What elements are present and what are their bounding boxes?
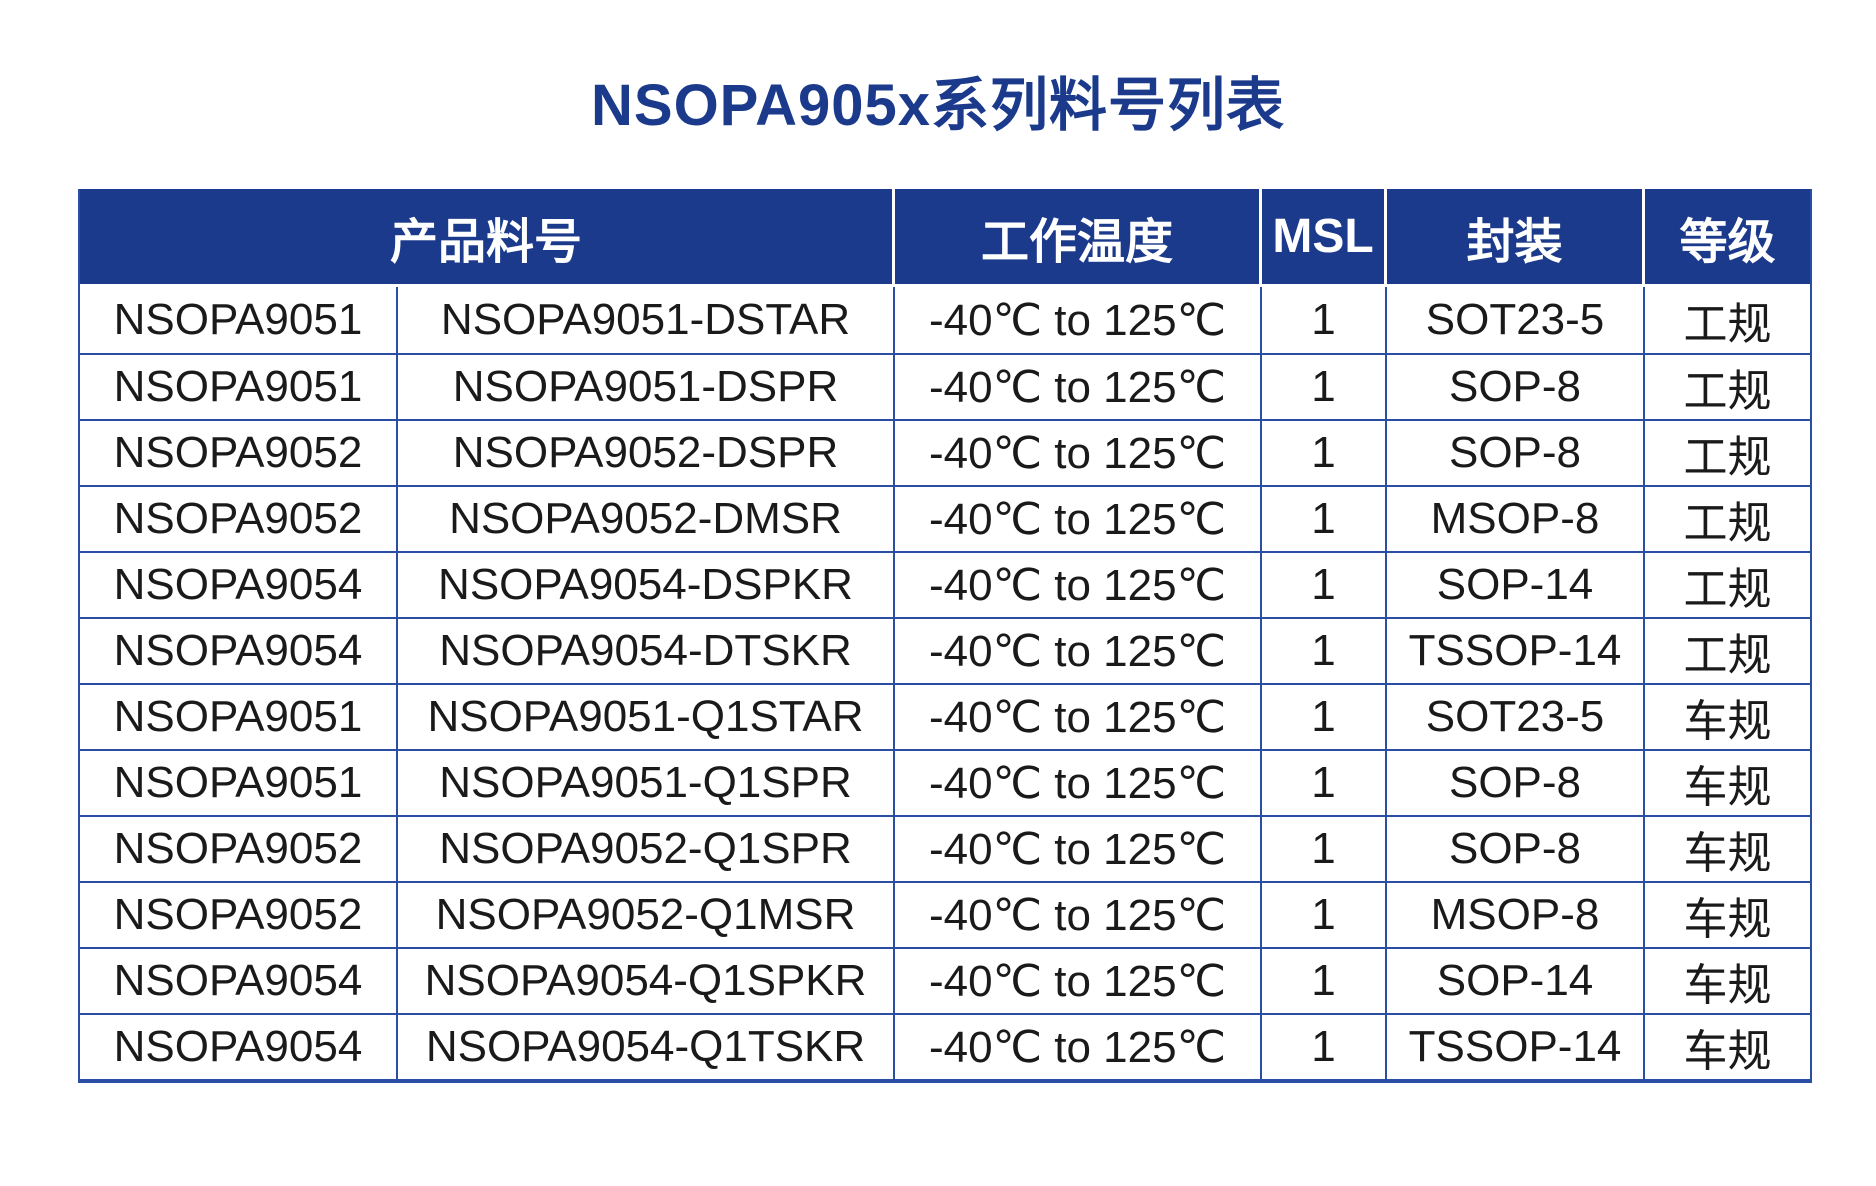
cell-part-number: NSOPA9051-Q1SPR [398,749,896,815]
cell-part-number: NSOPA9052-DMSR [398,485,896,551]
cell-temperature: -40℃ to 125℃ [895,1013,1263,1079]
cell-series: NSOPA9051 [80,749,398,815]
table-body: NSOPA9051 NSOPA9051-DSTAR -40℃ to 125℃ 1 SOT… [80,287,1811,1079]
cell-grade: 车规 [1645,1013,1811,1079]
cell-series: NSOPA9052 [80,881,398,947]
cell-part-number: NSOPA9052-Q1MSR [398,881,896,947]
cell-grade: 工规 [1645,551,1811,617]
header-row: 产品料号 工作温度 MSL 封装 等级 [80,189,1811,287]
cell-grade: 工规 [1645,419,1811,485]
cell-package: SOP-8 [1387,815,1646,881]
cell-msl: 1 [1262,815,1388,881]
cell-package: SOP-14 [1387,947,1646,1013]
cell-series: NSOPA9054 [80,617,398,683]
header-msl: MSL [1262,189,1388,287]
cell-temperature: -40℃ to 125℃ [895,287,1263,353]
cell-grade: 车规 [1645,947,1811,1013]
cell-package: TSSOP-14 [1387,617,1646,683]
cell-msl: 1 [1262,551,1388,617]
cell-package: SOT23-5 [1387,683,1646,749]
cell-msl: 1 [1262,353,1388,419]
table-row: NSOPA9052 NSOPA9052-DSPR -40℃ to 125℃ 1 SOP-… [80,419,1811,485]
cell-part-number: NSOPA9052-Q1SPR [398,815,896,881]
cell-part-number: NSOPA9051-DSPR [398,353,896,419]
table-row: NSOPA9052 NSOPA9052-DMSR -40℃ to 125℃ 1 MSOP… [80,485,1811,551]
cell-series: NSOPA9051 [80,683,398,749]
cell-series: NSOPA9054 [80,1013,398,1079]
table-row: NSOPA9051 NSOPA9051-Q1SPR -40℃ to 125℃ 1 SOP… [80,749,1811,815]
header-temp: 工作温度 [895,189,1263,287]
cell-series: NSOPA9054 [80,947,398,1013]
table-row: NSOPA9051 NSOPA9051-DSPR -40℃ to 125℃ 1 SOP-… [80,353,1811,419]
cell-msl: 1 [1262,617,1388,683]
cell-msl: 1 [1262,881,1388,947]
cell-temperature: -40℃ to 125℃ [895,881,1263,947]
cell-package: TSSOP-14 [1387,1013,1646,1079]
cell-part-number: NSOPA9052-DSPR [398,419,896,485]
cell-part-number: NSOPA9054-Q1SPKR [398,947,896,1013]
cell-series: NSOPA9051 [80,353,398,419]
cell-msl: 1 [1262,749,1388,815]
cell-grade: 工规 [1645,617,1811,683]
header-package: 封装 [1387,189,1646,287]
table-row: NSOPA9052 NSOPA9052-Q1MSR -40℃ to 125℃ 1 MSO… [80,881,1811,947]
cell-part-number: NSOPA9051-DSTAR [398,287,896,353]
table-row: NSOPA9054 NSOPA9054-Q1SPKR -40℃ to 125℃ 1 SO… [80,947,1811,1013]
cell-grade: 工规 [1645,353,1811,419]
cell-msl: 1 [1262,287,1388,353]
part-list-table-wrap: 产品料号 工作温度 MSL 封装 等级 NSOPA9051 NSOPA9051-D… [78,189,1813,1083]
cell-grade: 车规 [1645,815,1811,881]
cell-series: NSOPA9054 [80,551,398,617]
table-row: NSOPA9054 NSOPA9054-DTSKR -40℃ to 125℃ 1 TSS… [80,617,1811,683]
header-grade: 等级 [1645,189,1811,287]
cell-series: NSOPA9052 [80,419,398,485]
cell-temperature: -40℃ to 125℃ [895,617,1263,683]
cell-temperature: -40℃ to 125℃ [895,947,1263,1013]
cell-msl: 1 [1262,419,1388,485]
cell-temperature: -40℃ to 125℃ [895,749,1263,815]
cell-package: SOP-8 [1387,419,1646,485]
cell-series: NSOPA9052 [80,815,398,881]
cell-msl: 1 [1262,485,1388,551]
cell-temperature: -40℃ to 125℃ [895,485,1263,551]
cell-package: MSOP-8 [1387,485,1646,551]
cell-temperature: -40℃ to 125℃ [895,419,1263,485]
cell-temperature: -40℃ to 125℃ [895,815,1263,881]
cell-grade: 车规 [1645,683,1811,749]
table-row: NSOPA9051 NSOPA9051-DSTAR -40℃ to 125℃ 1 SOT… [80,287,1810,353]
cell-temperature: -40℃ to 125℃ [895,551,1263,617]
cell-package: MSOP-8 [1387,881,1646,947]
cell-part-number: NSOPA9051-Q1STAR [398,683,896,749]
cell-msl: 1 [1262,683,1388,749]
cell-temperature: -40℃ to 125℃ [895,353,1263,419]
cell-msl: 1 [1262,947,1388,1013]
table-row: NSOPA9051 NSOPA9051-Q1STAR -40℃ to 125℃ 1 SO… [80,683,1811,749]
cell-msl: 1 [1262,1013,1388,1079]
table-row: NSOPA9052 NSOPA9052-Q1SPR -40℃ to 125℃ 1 SOP… [80,815,1811,881]
page-title: NSOPA905x系列料号列表 [591,73,1285,138]
cell-grade: 车规 [1645,881,1811,947]
table-row: NSOPA9054 NSOPA9054-Q1TSKR -40℃ to 125℃ 1 TS… [80,1013,1811,1079]
cell-grade: 车规 [1645,749,1811,815]
cell-package: SOP-14 [1387,551,1646,617]
cell-part-number: NSOPA9054-DSPKR [398,551,896,617]
table-row: NSOPA9054 NSOPA9054-DSPKR -40℃ to 125℃ 1 SOP… [80,551,1811,617]
cell-package: SOP-8 [1387,749,1646,815]
cell-grade: 工规 [1683,300,1772,349]
cell-part-number: NSOPA9054-DTSKR [398,617,896,683]
cell-grade: 工规 [1645,485,1811,551]
cell-series: NSOPA9052 [80,485,398,551]
cell-temperature: -40℃ to 125℃ [895,683,1263,749]
cell-package: SOT23-5 [1387,287,1646,353]
part-list-table: 产品料号 工作温度 MSL 封装 等级 NSOPA9051 NSOPA9051-D… [78,189,1813,1083]
cell-part-number: NSOPA9054-Q1TSKR [398,1013,896,1079]
cell-series: NSOPA9051 [80,287,398,353]
header-product: 产品料号 [80,189,896,287]
cell-package: SOP-8 [1387,353,1646,419]
